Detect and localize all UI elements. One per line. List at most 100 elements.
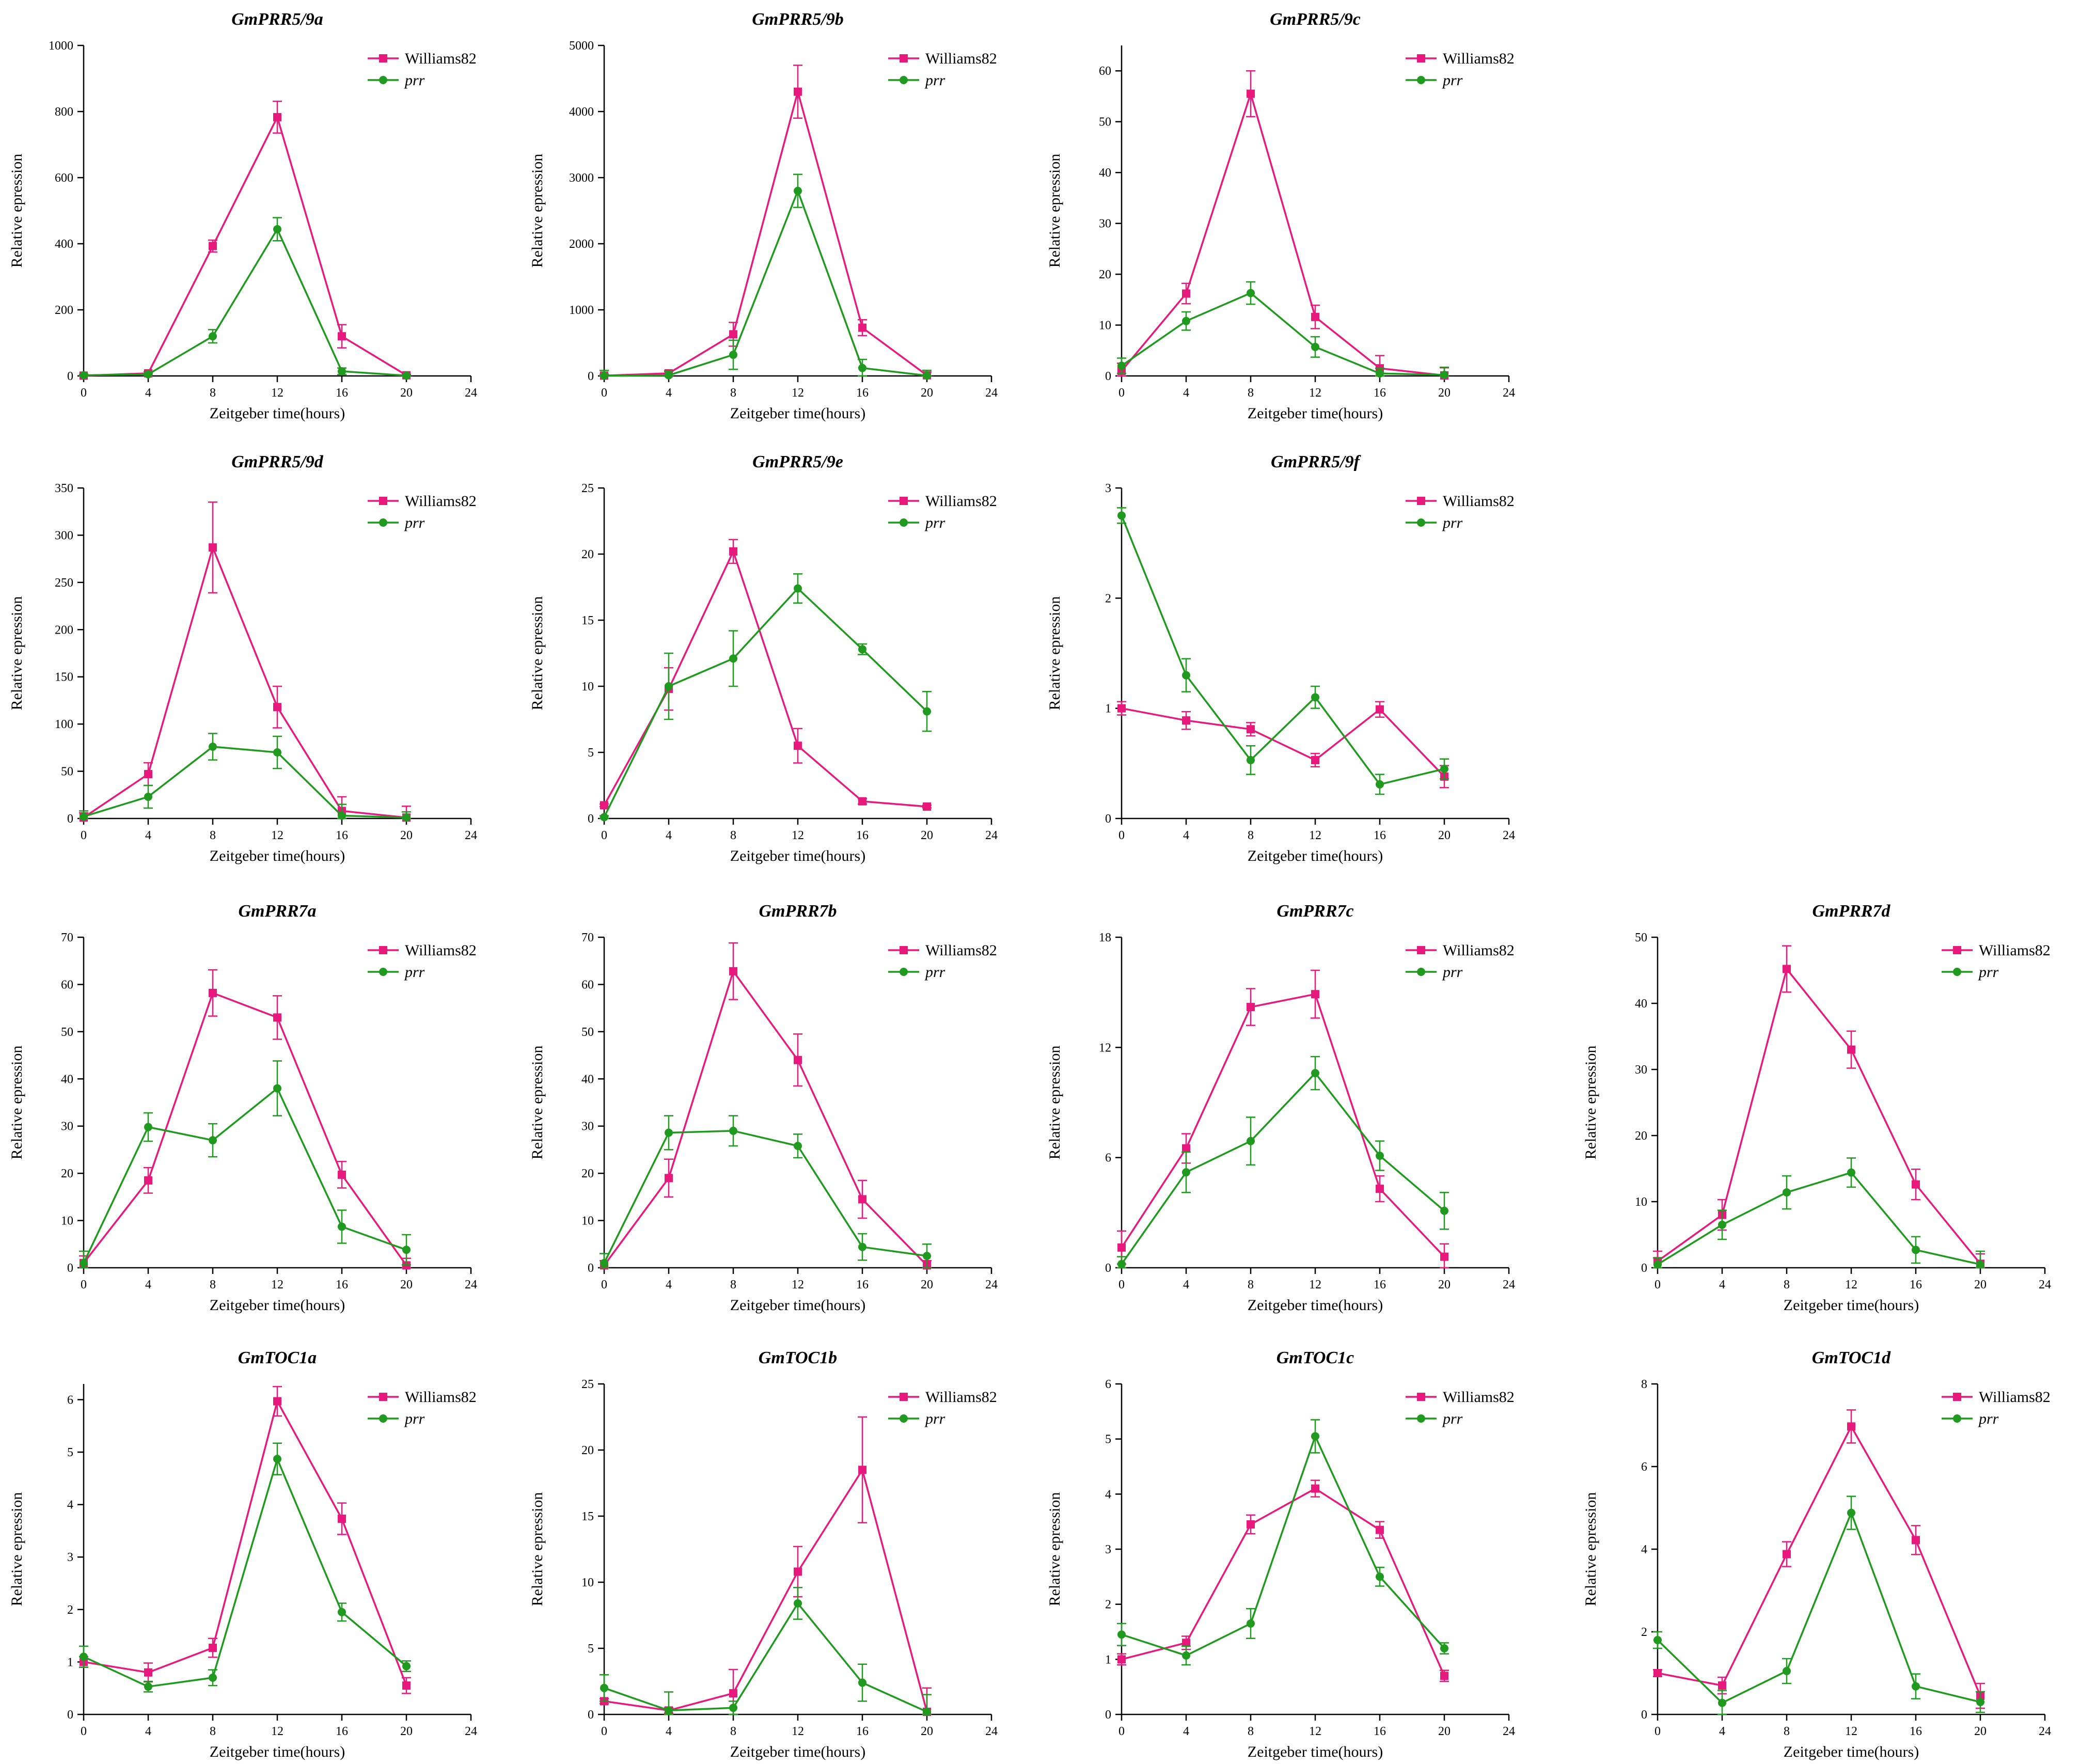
- chart-1-series-prr-point: [209, 332, 217, 341]
- chart-12-series-prr-point: [665, 1706, 673, 1715]
- chart-2-series-prr-point: [600, 371, 608, 380]
- chart-4-xtick-label: 4: [145, 829, 151, 842]
- chart-2-ylabel: Relative epression: [529, 154, 546, 268]
- chart-2-xtick-label: 8: [730, 386, 736, 400]
- chart-14-title: GmTOC1d: [1812, 1348, 1891, 1367]
- chart-6-legend-prr-label: prr: [1442, 514, 1463, 531]
- chart-14-xtick-label: 12: [1845, 1725, 1857, 1738]
- chart-1-xtick-label: 16: [336, 386, 348, 400]
- chart-11-xtick-label: 16: [336, 1725, 348, 1738]
- chart-8-series-williams82-point: [858, 1195, 866, 1204]
- chart-13-xtick-label: 16: [1374, 1725, 1386, 1738]
- chart-10: GmPRR7d 0 10 20 30 40 50 0 4 8 12 16 20 24 Zeitgeber t…: [1582, 902, 2051, 1314]
- chart-14-series-williams82-point: [1653, 1669, 1662, 1677]
- chart-9-series-prr-point: [1376, 1152, 1384, 1160]
- chart-9-series-prr-point: [1182, 1168, 1190, 1177]
- chart-6-xtick-label: 0: [1118, 829, 1125, 842]
- chart-6-series-prr-line: [1121, 515, 1445, 785]
- chart-1-legend-prr-marker: [379, 76, 387, 84]
- chart-7-xtick-label: 4: [145, 1278, 151, 1292]
- chart-14-xlabel: Zeitgeber time(hours): [1784, 1743, 1919, 1760]
- chart-6-legend-prr-marker: [1417, 518, 1425, 527]
- chart-4: GmPRR5/9d 0 50 100 150 200 250 300 350 0 4 8 12 16 20 2…: [8, 452, 477, 864]
- chart-13-xlabel: Zeitgeber time(hours): [1248, 1743, 1383, 1760]
- chart-5-series-williams82-point: [794, 742, 802, 750]
- chart-2-xtick-label: 16: [856, 386, 869, 400]
- chart-7-legend-prr-label: prr: [404, 964, 425, 981]
- chart-8-series-prr-point: [923, 1252, 931, 1261]
- chart-8-xtick-label: 8: [730, 1278, 736, 1292]
- chart-1-series-prr-point: [402, 371, 411, 380]
- chart-6-series-williams82-line: [1121, 707, 1445, 778]
- chart-6-xtick-label: 4: [1183, 829, 1189, 842]
- chart-11-title: GmTOC1a: [238, 1348, 317, 1367]
- chart-13-ytick-label: 1: [1105, 1653, 1111, 1666]
- chart-5-series-williams82-line: [603, 550, 927, 808]
- chart-5-xtick-label: 24: [985, 829, 998, 842]
- chart-12-series-williams82-point: [858, 1466, 866, 1474]
- chart-3-series-williams82-point: [1247, 89, 1255, 98]
- chart-8-series-williams82-point: [729, 967, 737, 975]
- chart-1-xtick-label: 24: [465, 386, 477, 400]
- chart-13-series-williams82-point: [1376, 1525, 1384, 1534]
- chart-6-xlabel: Zeitgeber time(hours): [1248, 847, 1383, 864]
- chart-3-series-prr-point: [1182, 317, 1190, 325]
- chart-14-xtick-label: 20: [1974, 1725, 1987, 1738]
- chart-3-series-williams82-point: [1182, 289, 1190, 298]
- chart-9-ylabel: Relative epression: [1046, 1046, 1063, 1160]
- chart-10-series-prr-point: [1783, 1188, 1791, 1197]
- chart-6-xtick-label: 24: [1503, 829, 1515, 842]
- chart-11-xtick-label: 20: [400, 1725, 413, 1738]
- chart-12-series-prr-point: [858, 1678, 866, 1687]
- chart-13-ytick-label: 0: [1105, 1708, 1111, 1722]
- chart-7-title: GmPRR7a: [238, 902, 316, 921]
- chart-2-ytick-label: 0: [588, 370, 594, 383]
- chart-13-title: GmTOC1c: [1276, 1348, 1354, 1367]
- chart-14-legend-prr-marker: [1953, 1414, 1961, 1423]
- chart-3-series-prr-line: [1121, 292, 1445, 376]
- chart-10-series-williams82-line: [1657, 968, 1981, 1265]
- chart-11-xlabel: Zeitgeber time(hours): [210, 1743, 345, 1760]
- chart-14-series-prr-point: [1783, 1667, 1791, 1675]
- chart-4-xtick-label: 16: [336, 829, 348, 842]
- chart-8-ytick-label: 10: [581, 1215, 594, 1228]
- chart-7-ytick-label: 40: [61, 1073, 73, 1086]
- chart-2: GmPRR5/9b 0 1000 2000 3000 4000 5000 0 4 8 12 16 20 2…: [529, 10, 998, 422]
- chart-4-legend-prr-label: prr: [404, 514, 425, 531]
- chart-12-ytick-label: 0: [588, 1708, 594, 1722]
- chart-9-series-prr-point: [1247, 1137, 1255, 1145]
- chart-9-series-williams82-point: [1311, 990, 1319, 999]
- chart-7-series-prr-point: [402, 1246, 411, 1254]
- chart-1-ytick-label: 1000: [49, 39, 73, 53]
- chart-1-series-williams82-point: [338, 332, 346, 341]
- chart-7-series-williams82-point: [144, 1176, 152, 1185]
- chart-2-title: GmPRR5/9b: [752, 10, 844, 29]
- chart-5-ytick-label: 10: [581, 680, 594, 694]
- chart-8-xtick-label: 20: [921, 1278, 933, 1292]
- chart-13-series-williams82-point: [1311, 1484, 1319, 1493]
- chart-9-xtick-label: 8: [1248, 1278, 1254, 1292]
- chart-7-xtick-label: 12: [271, 1278, 283, 1292]
- chart-4-series-prr-point: [80, 812, 88, 821]
- chart-14-series-williams82-point: [1718, 1681, 1726, 1690]
- chart-10-series-prr-point: [1718, 1220, 1726, 1229]
- chart-1-ytick-label: 0: [67, 370, 73, 383]
- chart-9-series-williams82-point: [1376, 1185, 1384, 1193]
- chart-11-series-prr-point: [209, 1673, 217, 1682]
- chart-6-title: GmPRR5/9f: [1271, 452, 1362, 471]
- chart-2-series-prr-point: [729, 351, 737, 359]
- chart-13-series-prr-point: [1247, 1619, 1255, 1628]
- chart-1-xtick-label: 8: [210, 386, 216, 400]
- chart-4-legend-prr-marker: [379, 518, 387, 527]
- chart-4-legend-williams82-marker: [379, 497, 387, 505]
- chart-5-series-williams82-point: [600, 801, 608, 810]
- chart-7-series-williams82-point: [273, 1013, 281, 1022]
- chart-1-title: GmPRR5/9a: [231, 10, 323, 29]
- chart-6-xtick-label: 8: [1248, 829, 1254, 842]
- chart-14-series-prr-point: [1653, 1636, 1662, 1644]
- chart-8-legend-williams82-label: Williams82: [925, 942, 997, 959]
- chart-10-legend-prr-label: prr: [1978, 964, 1999, 981]
- chart-12-series-prr-point: [600, 1683, 608, 1692]
